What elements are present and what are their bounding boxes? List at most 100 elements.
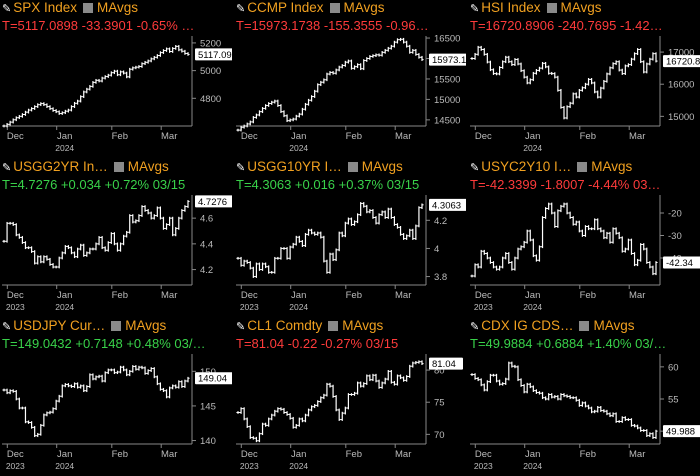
ma-toggle-icon[interactable] [113, 162, 124, 172]
ma-label[interactable]: MAvgs [125, 318, 167, 333]
ma-toggle-icon[interactable] [328, 321, 339, 331]
ma-toggle-icon[interactable] [577, 162, 588, 172]
x-tick-label: Feb [112, 131, 128, 142]
y-tick-label: 5000 [200, 66, 221, 77]
panel-ccmp[interactable]: ✎ CCMP Index MAvgs T=15973.1738 -155.3555 … [234, 0, 466, 158]
ticker-label: CL1 Comdty [247, 318, 323, 333]
ticker-label: CDX IG CDS… [481, 318, 574, 333]
panel-usdjpy[interactable]: ✎ USDJPY Cur… MAvgs T=149.0432 +0.7148 +0.… [0, 318, 232, 476]
ma-label[interactable]: MAvgs [591, 159, 633, 174]
x-tick-label: Mar [629, 131, 645, 142]
pencil-icon[interactable]: ✎ [236, 321, 246, 333]
y-tick-label: 15500 [434, 74, 460, 85]
last-value-label: 15973.17 [432, 55, 466, 66]
ma-label[interactable]: MAvgs [127, 159, 169, 174]
ma-label[interactable]: MAvgs [593, 318, 635, 333]
x-tick-label: Feb [580, 449, 596, 460]
pencil-icon[interactable]: ✎ [470, 321, 480, 333]
y-tick-label: -30 [668, 231, 682, 242]
last-value-label: 149.04 [198, 374, 227, 385]
x-tick-label: Feb [346, 449, 362, 460]
panel-header[interactable]: ✎ USGG10YR I… MAvgs [234, 159, 466, 176]
last-value-box [195, 195, 232, 208]
x-tick-label: Jan [291, 131, 306, 142]
ticker-label: HSI Index [481, 0, 541, 15]
price-stat: T=4.3063 +0.016 +0.37% 03/15 [236, 177, 420, 192]
ticker-label: USDJPY Cur… [13, 318, 106, 333]
ma-label[interactable]: MAvgs [342, 318, 384, 333]
last-value-box [429, 357, 463, 370]
x-tick-label: Jan [525, 131, 540, 142]
pencil-icon[interactable]: ✎ [2, 321, 12, 333]
x-tick-label: Dec [241, 290, 258, 301]
price-stat: T=81.04 -0.22 -0.27% 03/15 [236, 336, 399, 351]
y-tick-label: 3.8 [434, 272, 447, 283]
chart-area: -20-30-40Dec2023Jan2024FebMar-42.34 [470, 195, 700, 312]
ma-toggle-icon[interactable] [329, 3, 340, 13]
x-year-label: 2024 [523, 302, 542, 312]
price-stat: T=149.0432 +0.7148 +0.48% 03/… [2, 336, 206, 351]
x-year-label: 2024 [55, 143, 74, 153]
ma-label[interactable]: MAvgs [361, 159, 403, 174]
panel-header[interactable]: ✎ HSI Index MAvgs [468, 0, 700, 17]
x-tick-label: Feb [112, 290, 128, 301]
ma-label[interactable]: MAvgs [97, 0, 139, 15]
ma-toggle-icon[interactable] [83, 3, 94, 13]
panel-header[interactable]: ✎ USYC2Y10 I… MAvgs [468, 159, 700, 176]
pencil-icon[interactable]: ✎ [236, 162, 246, 174]
ticker-label: USYC2Y10 I… [481, 159, 572, 174]
x-tick-label: Jan [525, 290, 540, 301]
ticker-label: SPX Index [13, 0, 78, 15]
panel-cl1[interactable]: ✎ CL1 Comdty MAvgs T=81.04 -0.22 -0.27% 03… [234, 318, 466, 476]
x-tick-label: Jan [291, 290, 306, 301]
x-year-label: 2023 [240, 461, 259, 471]
pencil-icon[interactable]: ✎ [470, 162, 480, 174]
ma-label[interactable]: MAvgs [560, 0, 602, 15]
last-value-box [663, 425, 700, 438]
pencil-icon[interactable]: ✎ [470, 3, 480, 15]
price-stat: T=4.7276 +0.034 +0.72% 03/15 [2, 177, 186, 192]
x-year-label: 2023 [240, 302, 259, 312]
ma-toggle-icon[interactable] [546, 3, 557, 13]
panel-cdx-ig[interactable]: ✎ CDX IG CDS… MAvgs T=49.9884 +0.6884 +1.4… [468, 318, 700, 476]
panel-header[interactable]: ✎ USGG2YR In… MAvgs [0, 159, 232, 176]
x-tick-label: Mar [395, 449, 411, 460]
panel-usgg2yr[interactable]: ✎ USGG2YR In… MAvgs T=4.7276 +0.034 +0.72%… [0, 159, 232, 317]
x-tick-label: Dec [241, 131, 258, 142]
x-year-label: 2023 [474, 302, 493, 312]
panel-hsi[interactable]: ✎ HSI Index MAvgs T=16720.8906 -240.7695 -… [468, 0, 700, 158]
pencil-icon[interactable]: ✎ [236, 3, 246, 15]
ticker-label: USGG10YR I… [247, 159, 342, 174]
panel-header[interactable]: ✎ SPX Index MAvgs [0, 0, 232, 17]
panel-header[interactable]: ✎ USDJPY Cur… MAvgs [0, 318, 232, 335]
last-value-box [663, 256, 700, 269]
y-tick-label: 60 [668, 362, 679, 373]
x-year-label: 2024 [55, 302, 74, 312]
y-tick-label: -20 [668, 209, 682, 220]
panel-usgg10yr[interactable]: ✎ USGG10YR I… MAvgs T=4.3063 +0.016 +0.37%… [234, 159, 466, 317]
x-tick-label: Mar [395, 290, 411, 301]
last-value-box [195, 372, 232, 385]
panel-usyc2y10[interactable]: ✎ USYC2Y10 I… MAvgs T=-42.3399 -1.8007 -4.… [468, 159, 700, 317]
panel-header[interactable]: ✎ CCMP Index MAvgs [234, 0, 466, 17]
ma-toggle-icon[interactable] [347, 162, 358, 172]
panel-header[interactable]: ✎ CL1 Comdty MAvgs [234, 318, 466, 335]
x-tick-label: Feb [112, 449, 128, 460]
ticker-label: CCMP Index [247, 0, 324, 15]
panel-header[interactable]: ✎ CDX IG CDS… MAvgs [468, 318, 700, 335]
panel-spx[interactable]: ✎ SPX Index MAvgs T=5117.0898 -33.3901 -0.… [0, 0, 232, 158]
x-year-label: 2024 [523, 461, 542, 471]
x-year-label: 2024 [289, 143, 308, 153]
pencil-icon[interactable]: ✎ [2, 3, 12, 15]
ma-toggle-icon[interactable] [579, 321, 590, 331]
pencil-icon[interactable]: ✎ [2, 162, 12, 174]
ticker-label: USGG2YR In… [13, 159, 108, 174]
ma-toggle-icon[interactable] [111, 321, 122, 331]
ma-label[interactable]: MAvgs [343, 0, 385, 15]
last-value-box [195, 48, 232, 61]
x-tick-label: Jan [525, 449, 540, 460]
y-tick-label: 15000 [434, 95, 460, 106]
last-value-label: 81.04 [432, 359, 456, 370]
